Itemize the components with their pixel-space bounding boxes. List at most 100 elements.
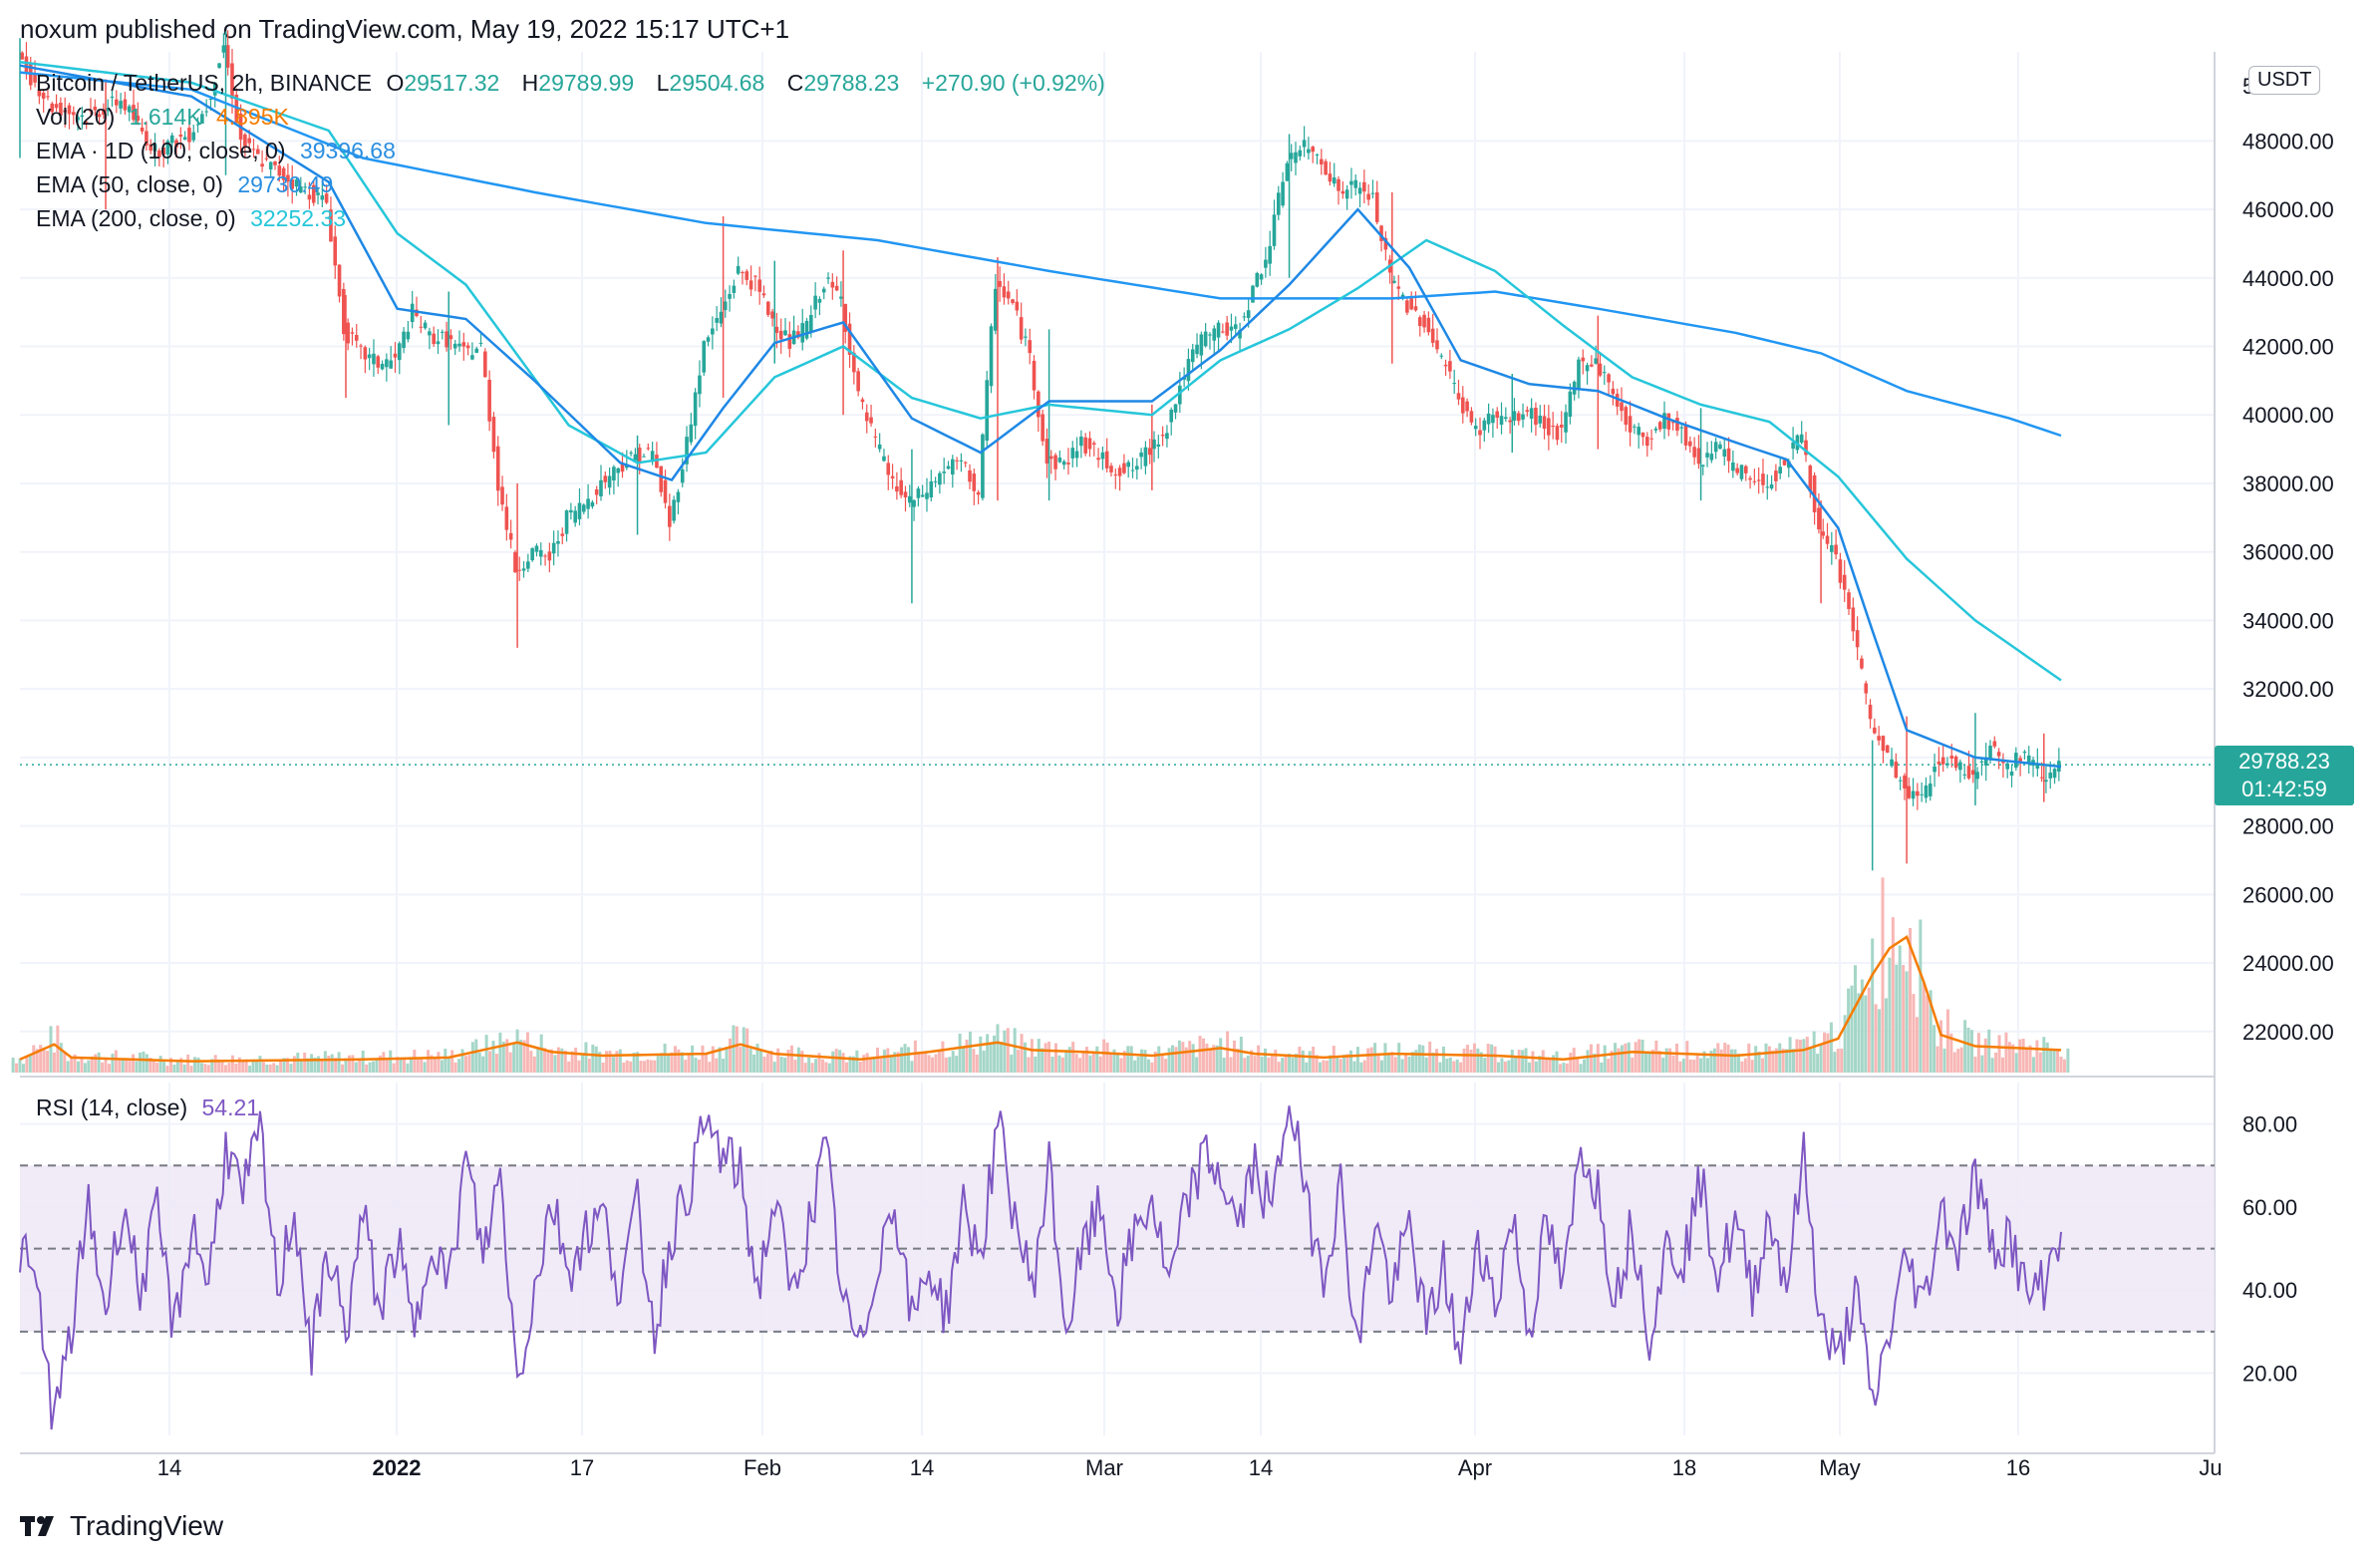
volume-bar [149,1058,152,1073]
volume-bar [711,1046,715,1073]
volume-bar [1153,1052,1157,1073]
time-tick-label: Feb [744,1455,781,1480]
candle-body [1782,460,1787,466]
volume-bar [882,1050,886,1073]
volume-bar [1497,1062,1501,1073]
volume-bar [1195,1057,1199,1073]
volume-bar [2031,1057,2035,1073]
volume-bar [855,1050,859,1073]
candle-body [255,149,260,155]
legend-ema50[interactable]: EMA (50, close, 0) 29730.49 [36,171,341,198]
volume-bar [1322,1060,1326,1073]
volume-bar [1017,1049,1021,1073]
candle-body [1486,413,1491,425]
price-tick-label: 44000.00 [2242,266,2334,291]
symbol-title[interactable]: Bitcoin / TetherUS, 2h, BINANCE [36,70,373,96]
volume-bar [1027,1057,1031,1073]
volume-bar [1558,1064,1562,1073]
volume-bar [1253,1056,1257,1073]
candle-body [1113,474,1118,476]
volume-bar [1802,1039,1806,1073]
candle-body [221,45,226,53]
candle-body [41,93,46,99]
candle-body [668,505,672,527]
candle-body [1821,531,1826,536]
volume-bar [732,1025,736,1073]
legend-rsi[interactable]: RSI (14, close) 54.21 [36,1094,267,1121]
candle-body [1885,745,1890,754]
volume-bar [1781,1049,1785,1073]
candle-body [1864,683,1869,694]
time-tick-label: 2022 [373,1455,422,1480]
volume-bar [1349,1050,1353,1073]
candle-body [2048,773,2053,779]
candle-body [1178,385,1182,405]
volume-bar [28,1054,32,1073]
volume-bar [625,1060,629,1073]
volume-bar [1987,1029,1991,1073]
candle-body [1568,391,1573,418]
volume-bar [924,1052,928,1073]
volume-bar [2000,1057,2004,1073]
currency-selector[interactable]: USDT [2248,66,2321,95]
candle-body [796,331,800,338]
legend-ohlc: Bitcoin / TetherUS, 2h, BINANCE O29517.3… [36,70,1113,97]
candle-body [1048,456,1053,460]
candle-body [470,355,474,360]
candle-body [243,134,247,148]
volume-bar [656,1056,660,1073]
candle-body [212,82,217,96]
candle-body [316,192,320,195]
volume-bar [1417,1044,1421,1073]
volume-bar [1043,1043,1047,1073]
candle-body [491,417,496,453]
volume-bar [810,1063,814,1073]
volume-bar [556,1047,560,1073]
volume-bar [1874,1004,1878,1073]
volume-bar [1064,1050,1068,1073]
volume-bar [1716,1043,1720,1073]
candle-body [191,132,196,141]
volume-bar [765,1053,769,1073]
volume-bar [1976,1033,1980,1073]
volume-bar [1486,1044,1490,1073]
candle-body [521,568,526,571]
volume-bar [1084,1047,1088,1073]
volume-bar [101,1062,105,1073]
legend-ema200[interactable]: EMA (200, close, 0) 32252.33 [36,205,354,232]
candle-body [251,149,256,151]
volume-bar [145,1054,149,1073]
volume-bar [501,1041,505,1073]
candle-body [1722,449,1727,457]
candle-body [1302,140,1307,148]
time-tick-label: 17 [570,1455,594,1480]
volume-bar [1215,1045,1219,1073]
candle-body [586,498,590,509]
candle-body [50,103,55,113]
volume-bar [512,1042,516,1073]
volume-bar [1305,1062,1309,1073]
volume-bar [677,1049,681,1073]
candle-body [1281,181,1285,206]
volume-bar [1479,1052,1483,1073]
candle-body [659,466,664,492]
legend-volume[interactable]: Vol (20) 1.614K 4.895K [36,104,297,131]
candle-body [1041,414,1044,442]
candle-body [1255,273,1260,287]
legend-ema100[interactable]: EMA · 1D (100, close, 0) 39396.68 [36,138,404,164]
volume-bar [1565,1063,1569,1073]
volume-bar [227,1063,231,1073]
low-value: 29504.68 [669,70,765,96]
volume-bar [1843,1015,1847,1073]
volume-bar [1329,1055,1333,1073]
footer-brand[interactable]: TradingView [20,1510,223,1542]
volume-bar [1747,1043,1751,1073]
volume-bar [900,1047,904,1073]
volume-bar [1860,979,1864,1073]
volume-bar [913,1040,917,1073]
volume-bar [467,1055,471,1073]
volume-bar [1685,1041,1689,1073]
volume-bar [827,1063,831,1073]
candle-body [607,475,612,488]
